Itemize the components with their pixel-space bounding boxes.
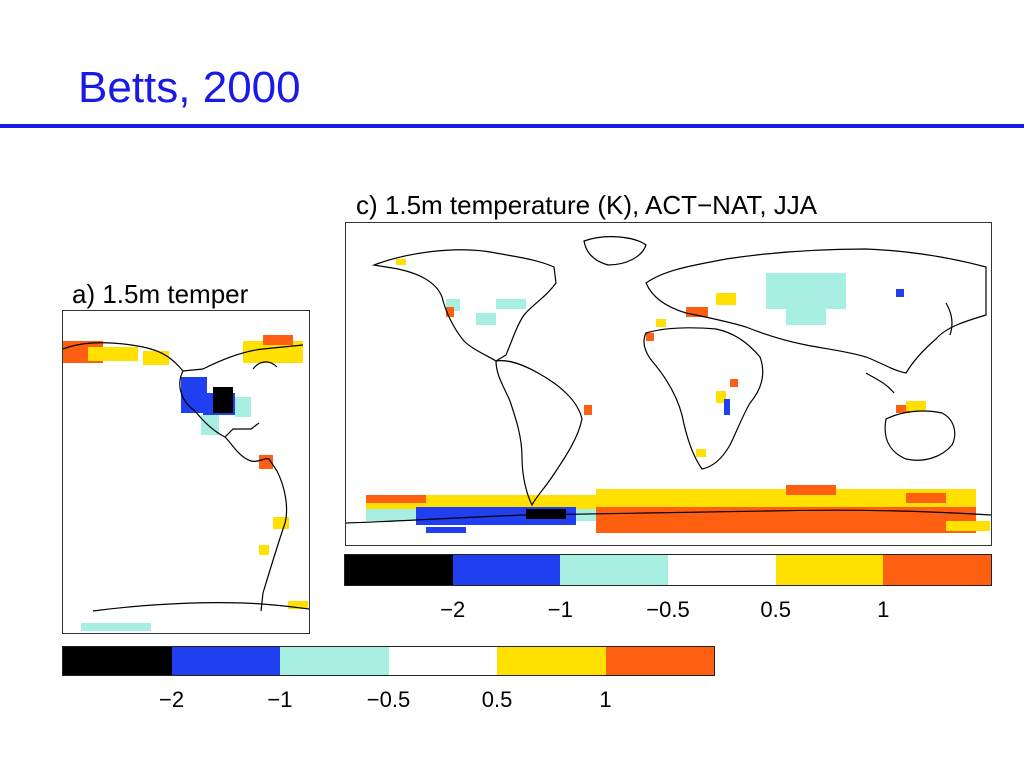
panel-a-map	[62, 310, 310, 634]
cell-warm	[143, 351, 169, 365]
panel-c-anomaly-cells	[366, 259, 990, 533]
colorbar-bin-3	[668, 555, 776, 585]
cell-cold	[213, 387, 233, 413]
cell-warm	[366, 495, 426, 503]
colorbar-bin-4	[497, 647, 606, 675]
colorbar-tick-label: −1	[267, 687, 293, 712]
panel-a-map-svg	[63, 335, 309, 631]
cell-cool	[426, 527, 466, 533]
slide-title: Betts, 2000	[78, 63, 301, 112]
cell-warm	[263, 335, 293, 345]
colorbar-tick-label: −0.5	[646, 597, 690, 622]
colorbar-bin-5	[605, 647, 714, 675]
cell-warm	[896, 405, 910, 413]
colorbar-tick-label: −0.5	[366, 687, 411, 712]
cell-warm	[596, 489, 976, 509]
cell-warm	[786, 485, 836, 495]
panel-a-coastlines	[63, 342, 309, 612]
cell-warm	[696, 449, 706, 457]
cell-mild-cool	[81, 623, 151, 631]
colorbar-bin-4	[775, 555, 884, 585]
colorbar-tick-label: −1	[547, 597, 573, 622]
cell-warm	[906, 401, 926, 411]
cell-warm	[716, 391, 726, 403]
cell-warm	[686, 307, 708, 317]
cell-cool	[181, 377, 207, 413]
cell-warm	[446, 307, 454, 317]
colorbar-bin-2	[280, 647, 389, 675]
cell-mild-cool	[235, 397, 251, 417]
colorbar-bin-3	[388, 647, 497, 675]
colorbar-tick-label: 0.5	[481, 687, 513, 712]
panel-c-coastlines	[346, 236, 991, 524]
colorbar-bin-0	[345, 555, 453, 585]
colorbar-bin-0	[63, 647, 172, 675]
colorbar-bin-5	[883, 555, 992, 585]
panel-c-map-svg	[346, 236, 991, 533]
cell-warm	[946, 521, 990, 531]
cell-cool	[724, 399, 730, 415]
cell-warm	[730, 379, 738, 387]
panel-a-colorbar: −2 −1 −0.5 0.5 1	[62, 646, 715, 712]
panel-a-title: a) 1.5m temper	[72, 279, 249, 309]
colorbar-tick-label: 1	[877, 597, 890, 622]
colorbar-bin-1	[171, 647, 280, 675]
cell-warm	[273, 517, 289, 529]
panel-a-anomaly-cells	[63, 335, 308, 631]
cell-warm	[259, 455, 273, 469]
cell-mild-cool	[476, 313, 496, 325]
cell-cool	[896, 289, 904, 297]
cell-warm	[906, 493, 946, 503]
panel-c-colorbar: −2 −1 −0.5 0.5 1	[344, 554, 992, 622]
colorbar-tick-label: 1	[599, 687, 612, 712]
cell-warm	[88, 347, 138, 361]
colorbar-bin-2	[560, 555, 669, 585]
colorbar-tick-label: −2	[440, 597, 466, 622]
cell-mild-cool	[496, 299, 526, 309]
cell-warm	[396, 259, 406, 265]
cell-warm	[259, 545, 269, 555]
cell-warm	[288, 601, 308, 609]
cell-cold	[526, 509, 566, 519]
cell-warm	[716, 293, 736, 305]
cell-mild-cool	[786, 307, 826, 325]
panel-c-title: c) 1.5m temperature (K), ACT−NAT, JJA	[356, 190, 818, 220]
cell-warm	[646, 333, 654, 341]
cell-mild-cool	[766, 273, 846, 309]
title-divider	[0, 124, 1024, 128]
cell-warm	[584, 405, 592, 415]
colorbar-tick-label: −2	[158, 687, 185, 712]
colorbar-bin-1	[452, 555, 561, 585]
colorbar-tick-label: 0.5	[760, 597, 791, 622]
panel-c-map	[345, 222, 992, 546]
cell-warm	[656, 319, 666, 327]
